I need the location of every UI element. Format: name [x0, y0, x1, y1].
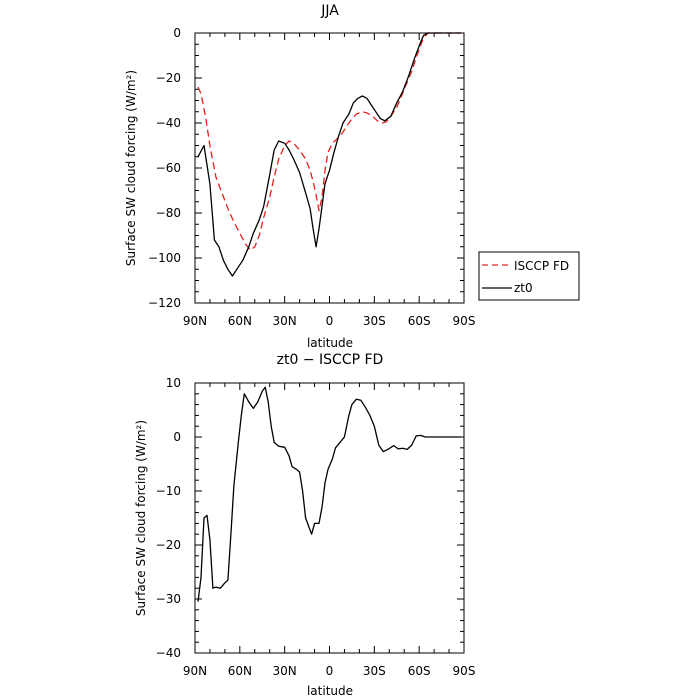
y-tick-label: −120: [148, 296, 181, 310]
y-tick-label: 0: [173, 430, 181, 444]
x-tick-label: 90S: [453, 314, 476, 328]
x-tick-label: 30S: [363, 664, 386, 678]
x-tick-label: 90N: [183, 314, 207, 328]
y-tick-label: −40: [156, 116, 181, 130]
legend: ISCCP FD zt0: [478, 251, 580, 301]
x-tick-label: 30S: [363, 314, 386, 328]
x-tick-label: 90N: [183, 664, 207, 678]
plot-frame: [194, 382, 465, 654]
x-tick-label: 30N: [273, 664, 297, 678]
x-tick-label: 60S: [408, 664, 431, 678]
y-tick-label: −20: [156, 538, 181, 552]
y-tick-label: −40: [156, 646, 181, 660]
y-tick-label: 0: [173, 26, 181, 40]
chart-panel-bottom: zt0 − ISCCP FD 90N 60N 30N 0 30S 60S 90S 10 0 −10…: [134, 352, 475, 698]
y-tick-label: 10: [166, 376, 181, 390]
legend-label-zt0: zt0: [514, 281, 533, 295]
series-line-isccp-fd: [197, 32, 461, 251]
x-tick-label: 0: [326, 314, 334, 328]
y-tick-label: −80: [156, 206, 181, 220]
legend-frame: [478, 251, 580, 301]
x-tick-label: 60N: [228, 664, 252, 678]
x-tick-label: 90S: [453, 664, 476, 678]
x-axis-label: latitude: [307, 684, 353, 698]
x-tick-label: 0: [326, 664, 334, 678]
x-axis-label: latitude: [307, 336, 353, 350]
y-tick-label: −60: [156, 161, 181, 175]
axes: 90N 60N 30N 0 30S 60S 90S 0 −20 −40 −60 −80 −100 −120: [148, 26, 475, 328]
chart-title: zt0 − ISCCP FD: [277, 352, 384, 368]
chart-title: JJA: [320, 3, 339, 19]
series-line-zt0: [197, 32, 461, 277]
x-tick-label: 60S: [408, 314, 431, 328]
series-layer: [197, 32, 461, 277]
axes: 90N 60N 30N 0 30S 60S 90S 10 0 −10 −20 −30 −40: [156, 376, 476, 678]
y-axis-label: Surface SW cloud forcing (W/m²): [134, 420, 148, 616]
y-tick-label: −20: [156, 71, 181, 85]
x-tick-label: 30N: [273, 314, 297, 328]
chart-panel-top: JJA 90N 60N 30N 0 30S 60S 90S 0 −20 −40 −60 −80 −100…: [124, 3, 475, 350]
y-axis-label: Surface SW cloud forcing (W/m²): [124, 70, 138, 266]
series-layer: [197, 386, 461, 602]
legend-label-isccp-fd: ISCCP FD: [514, 259, 569, 273]
series-line-series-0: [197, 386, 461, 602]
y-tick-label: −100: [148, 251, 181, 265]
y-tick-label: −10: [156, 484, 181, 498]
y-tick-label: −30: [156, 592, 181, 606]
x-tick-label: 60N: [228, 314, 252, 328]
